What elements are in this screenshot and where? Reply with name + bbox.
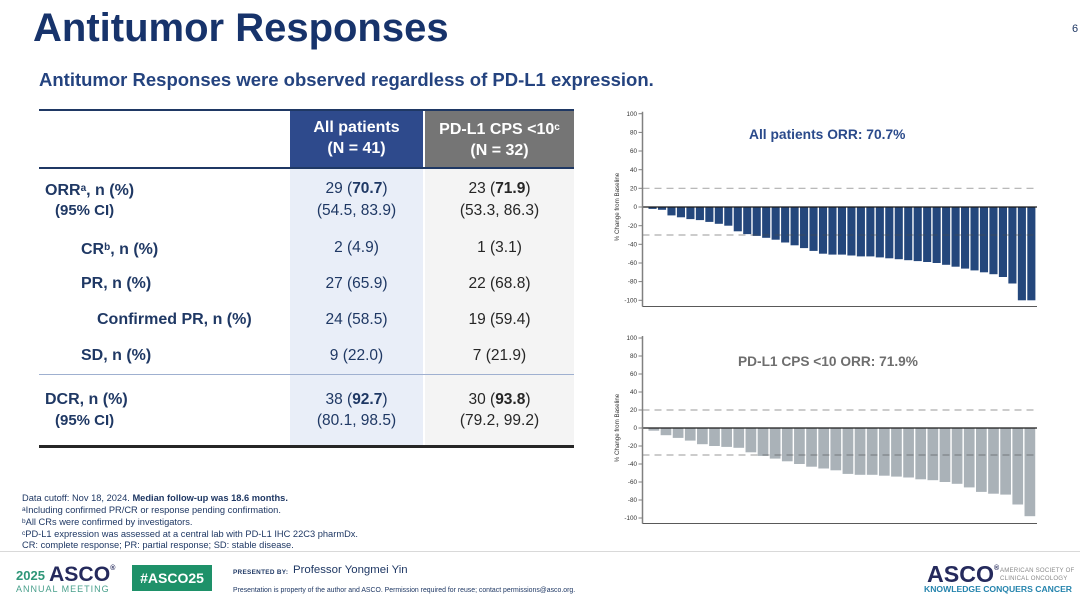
svg-text:80: 80 [630,130,638,137]
svg-text:% Change from Baseline: % Change from Baseline [614,172,621,241]
svg-text:100: 100 [626,335,637,342]
svg-text:-20: -20 [628,443,638,450]
svg-text:% Change from Baseline: % Change from Baseline [614,393,621,462]
svg-text:-100: -100 [624,297,637,304]
svg-text:-40: -40 [628,241,638,248]
svg-text:80: 80 [630,353,638,360]
svg-text:20: 20 [630,407,638,414]
svg-text:0: 0 [633,204,637,211]
svg-text:60: 60 [630,148,638,155]
svg-text:-80: -80 [628,279,638,286]
svg-text:40: 40 [630,389,638,396]
svg-text:-20: -20 [628,223,638,230]
svg-text:40: 40 [630,167,638,174]
svg-text:-100: -100 [624,515,637,522]
svg-text:20: 20 [630,185,638,192]
svg-text:60: 60 [630,371,638,378]
svg-text:100: 100 [626,111,637,118]
svg-text:-40: -40 [628,461,638,468]
svg-text:0: 0 [633,425,637,432]
svg-text:-60: -60 [628,260,638,267]
svg-text:-60: -60 [628,479,638,486]
svg-text:-80: -80 [628,497,638,504]
